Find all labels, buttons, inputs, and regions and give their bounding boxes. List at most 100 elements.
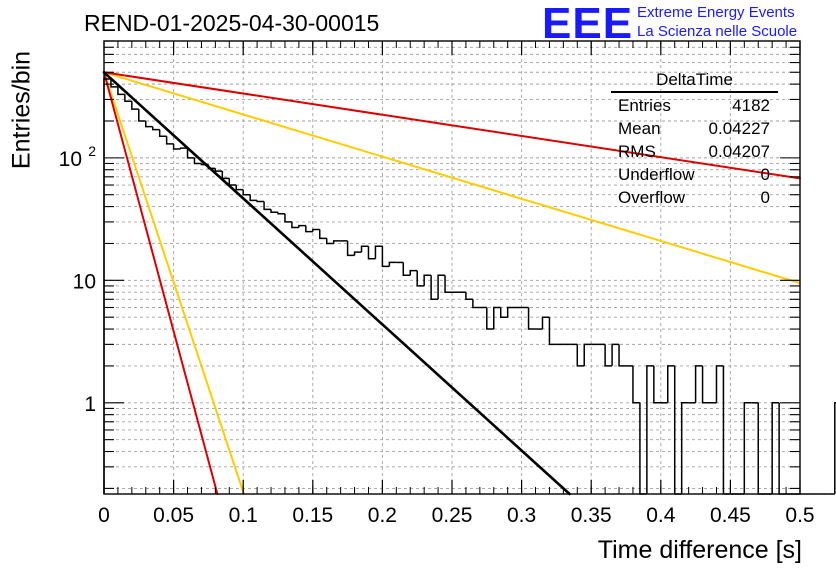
histogram-bin [604, 344, 613, 367]
histogram-bin [360, 245, 369, 253]
histogram-bin [325, 238, 334, 245]
x-tick-label: 0.25 [432, 504, 473, 527]
histogram-bin [548, 317, 557, 346]
x-tick-label: 0.5 [785, 504, 814, 527]
y-tick-labels: 1 10 10 2 [59, 143, 97, 416]
reference-line [103, 71, 801, 180]
histogram-bin [499, 307, 508, 318]
histogram-bin [158, 129, 167, 138]
histogram-bin [667, 365, 675, 403]
histogram-bin [646, 365, 654, 494]
y-tick-label: 1 [84, 393, 96, 416]
histogram-bin [583, 343, 592, 366]
histogram-bin [228, 178, 237, 186]
y-tick-label: 10 [59, 148, 82, 171]
x-tick-label: 0.15 [292, 504, 333, 527]
histogram-bin [346, 240, 355, 257]
x-tick-label: 0.35 [571, 504, 612, 527]
stats-row-mean: Mean 0.04227 [611, 117, 778, 140]
histogram-bin [423, 274, 432, 286]
histogram-bin [701, 365, 710, 404]
x-tick-label: 0 [98, 504, 110, 527]
reference-line [103, 71, 219, 495]
stats-value: 0.04227 [708, 119, 770, 138]
stats-row-overflow: Overflow 0 [611, 186, 778, 209]
y-tick-exponent: 2 [88, 143, 96, 159]
histogram-bin [270, 209, 278, 213]
histogram-bin [374, 245, 383, 259]
y-axis-label: Entries/bin [7, 50, 36, 170]
fit-curve [102, 71, 571, 496]
histogram-bin [298, 224, 306, 228]
histogram-bin [214, 168, 223, 172]
reference-line [103, 71, 245, 495]
histogram-bin [757, 402, 766, 495]
stats-label: Underflow [618, 165, 695, 184]
stats-title: DeltaTime [611, 70, 778, 93]
histogram-bin [131, 101, 139, 110]
stats-label: RMS [618, 142, 656, 161]
histogram-bin [639, 402, 647, 495]
fit-line [102, 71, 571, 496]
histogram-bin [493, 306, 501, 330]
x-axis-label: Time difference [s] [597, 536, 802, 564]
histogram-bin [576, 344, 585, 367]
histogram-bin [778, 402, 787, 495]
reference-line [103, 71, 801, 285]
stats-box: DeltaTime Entries 4182 Mean 0.04227 RMS … [611, 70, 778, 209]
histogram-bin [249, 194, 258, 202]
stats-row-underflow: Underflow 0 [611, 163, 778, 186]
chart-title: REND-01-2025-04-30-00015 [84, 10, 380, 36]
histogram-bin [430, 275, 439, 301]
histogram-bin [242, 189, 251, 196]
histogram-bin [256, 200, 265, 203]
stats-label: Entries [618, 96, 671, 115]
x-tick-label: 0.2 [368, 504, 397, 527]
histogram-bin [319, 229, 327, 240]
axis-ticks [103, 40, 801, 494]
histogram-bin [172, 143, 181, 150]
stats-label: Overflow [618, 188, 686, 207]
histogram-bin [305, 225, 313, 233]
histogram-bin [367, 246, 376, 260]
histogram-bin [834, 402, 836, 494]
histogram-bin [186, 148, 195, 159]
histogram-bin [284, 213, 292, 223]
stats-row-rms: RMS 0.04207 [611, 140, 778, 163]
histogram-bin [611, 343, 620, 366]
histogram-bin [381, 246, 390, 268]
histogram-bin [444, 275, 452, 293]
logo-line-2: La Scienza nelle Scuole [637, 23, 798, 40]
histogram-bin [332, 240, 341, 244]
histogram-bin [653, 365, 661, 404]
histogram-bin [124, 94, 132, 102]
histogram-bin [680, 402, 689, 494]
histogram-bin [472, 299, 480, 309]
histogram-bin [388, 261, 397, 267]
y-tick-label: 10 [73, 270, 96, 293]
histogram-bin [103, 78, 111, 494]
histogram-bin [117, 86, 125, 96]
x-tick-label: 0.3 [507, 504, 536, 527]
histogram-bin [235, 185, 244, 191]
x-tick-label: 0.4 [646, 504, 676, 527]
histogram-bin [145, 121, 153, 128]
histogram-bin [527, 307, 536, 330]
logo-caption: Extreme Energy Events La Scienza nelle S… [637, 3, 797, 41]
histogram-bin [437, 274, 446, 300]
x-tick-label: 0.1 [229, 504, 258, 527]
histogram-bin [165, 136, 174, 145]
stats-value: 0 [760, 165, 770, 184]
histogram-bin [715, 365, 724, 403]
histogram-bin [312, 228, 320, 232]
histogram-bin [353, 251, 362, 256]
histogram-bin [486, 307, 494, 330]
stats-value: 0.04207 [708, 142, 770, 161]
histogram-bin [541, 316, 550, 330]
histogram-bin [263, 201, 272, 211]
histogram-bin [138, 109, 146, 122]
histogram-bin [416, 270, 425, 287]
histogram-bin [694, 365, 703, 403]
histogram-bin [193, 157, 202, 165]
